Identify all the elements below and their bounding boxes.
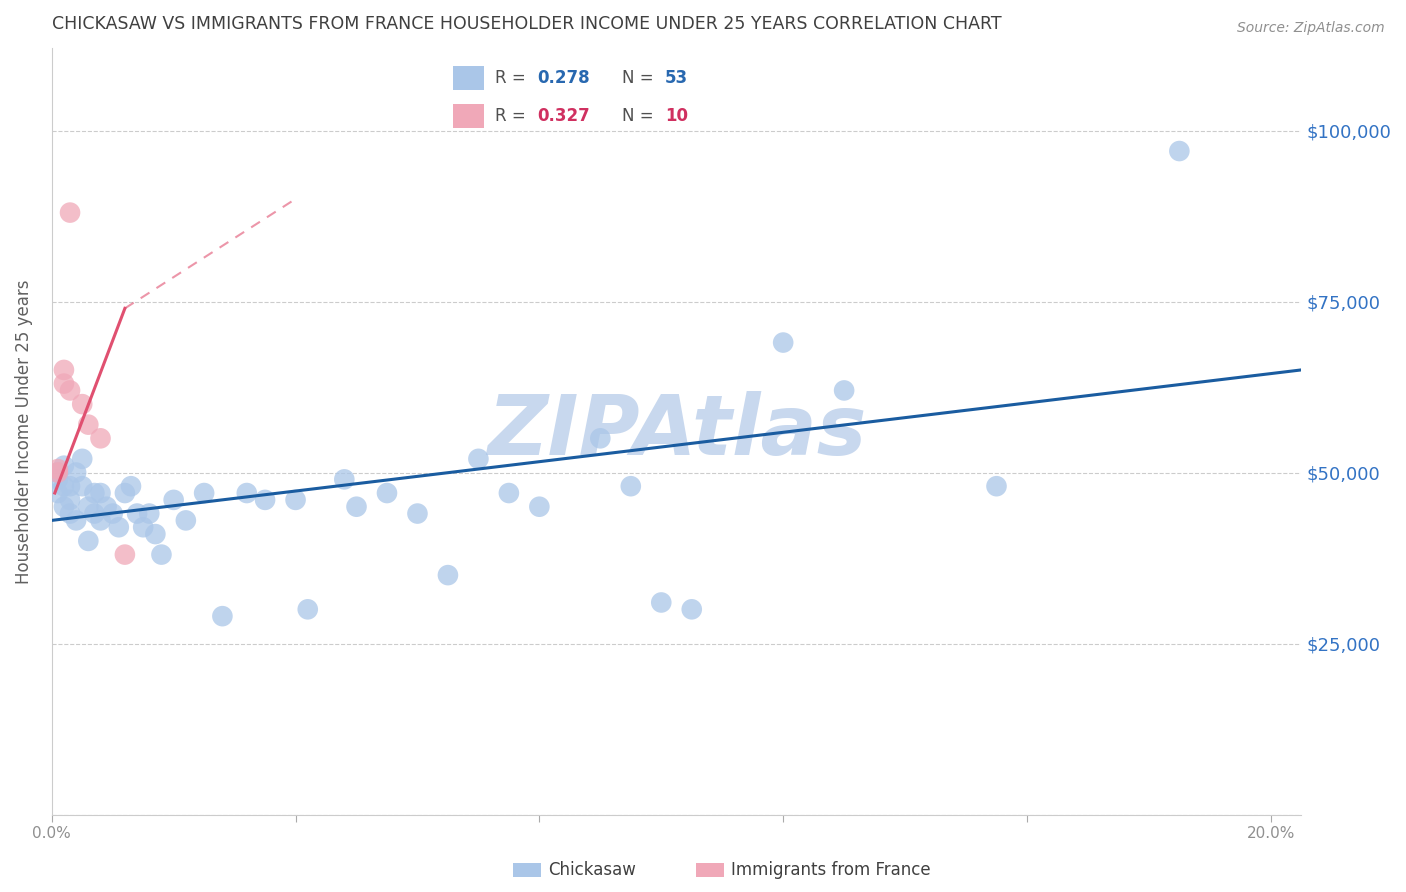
Point (89, 513, 111, 527)
Point (236, 486, 259, 500)
Point (59, 492, 82, 507)
Point (52, 363, 75, 377)
Text: 0.327: 0.327 (537, 107, 591, 125)
Point (132, 520, 155, 534)
Point (46, 462, 69, 476)
Text: R =: R = (495, 107, 530, 125)
Point (138, 507, 160, 521)
Text: N =: N = (621, 69, 659, 87)
Point (832, 384, 855, 398)
Point (96, 500, 118, 514)
Point (772, 335, 794, 350)
Point (254, 492, 277, 507)
Point (46, 486, 69, 500)
Point (650, 595, 672, 609)
Text: 10: 10 (665, 107, 688, 125)
Point (70, 479, 93, 493)
Bar (453, 66, 484, 90)
Point (163, 492, 186, 507)
Point (70, 397, 93, 411)
Point (406, 507, 429, 521)
Point (59, 384, 82, 398)
Point (101, 507, 124, 521)
Point (193, 486, 215, 500)
Point (52, 376, 75, 391)
Point (681, 602, 703, 616)
Point (46, 466, 69, 480)
Point (59, 479, 82, 493)
Point (346, 500, 368, 514)
Point (284, 492, 307, 507)
Text: N =: N = (621, 107, 659, 125)
Point (120, 479, 142, 493)
Text: CHICKASAW VS IMMIGRANTS FROM FRANCE HOUSEHOLDER INCOME UNDER 25 YEARS CORRELATIO: CHICKASAW VS IMMIGRANTS FROM FRANCE HOUS… (52, 15, 1001, 33)
Point (59, 507, 82, 521)
Point (498, 486, 520, 500)
Point (1168, 144, 1191, 158)
Point (59, 205, 82, 219)
Point (52, 500, 75, 514)
Point (89, 486, 111, 500)
Point (65, 513, 87, 527)
Point (467, 451, 489, 466)
Point (150, 548, 173, 562)
Point (52, 458, 75, 473)
Text: R =: R = (495, 69, 530, 87)
Point (83, 507, 105, 521)
Point (174, 513, 197, 527)
Text: Source: ZipAtlas.com: Source: ZipAtlas.com (1237, 21, 1385, 35)
Point (114, 548, 136, 562)
Point (125, 507, 148, 521)
Point (77, 500, 100, 514)
Point (211, 609, 233, 624)
Text: ZIPAtlas: ZIPAtlas (486, 391, 866, 472)
Point (437, 568, 460, 582)
Point (333, 472, 356, 486)
Point (114, 486, 136, 500)
Text: 0.278: 0.278 (537, 69, 591, 87)
Point (46, 466, 69, 480)
Text: Chickasaw: Chickasaw (548, 861, 637, 879)
Point (297, 602, 319, 616)
Point (77, 533, 100, 548)
Text: Immigrants from France: Immigrants from France (731, 861, 931, 879)
Point (65, 466, 87, 480)
Point (145, 527, 167, 541)
Point (620, 479, 643, 493)
Bar (453, 104, 484, 128)
Point (77, 417, 100, 432)
Point (52, 479, 75, 493)
Point (529, 500, 551, 514)
Point (89, 431, 111, 445)
Point (46, 472, 69, 486)
Point (83, 486, 105, 500)
Text: 53: 53 (665, 69, 688, 87)
Point (107, 520, 129, 534)
Point (375, 486, 398, 500)
Point (986, 479, 1008, 493)
Point (589, 431, 612, 445)
Point (70, 451, 93, 466)
Y-axis label: Householder Income Under 25 years: Householder Income Under 25 years (15, 279, 32, 583)
